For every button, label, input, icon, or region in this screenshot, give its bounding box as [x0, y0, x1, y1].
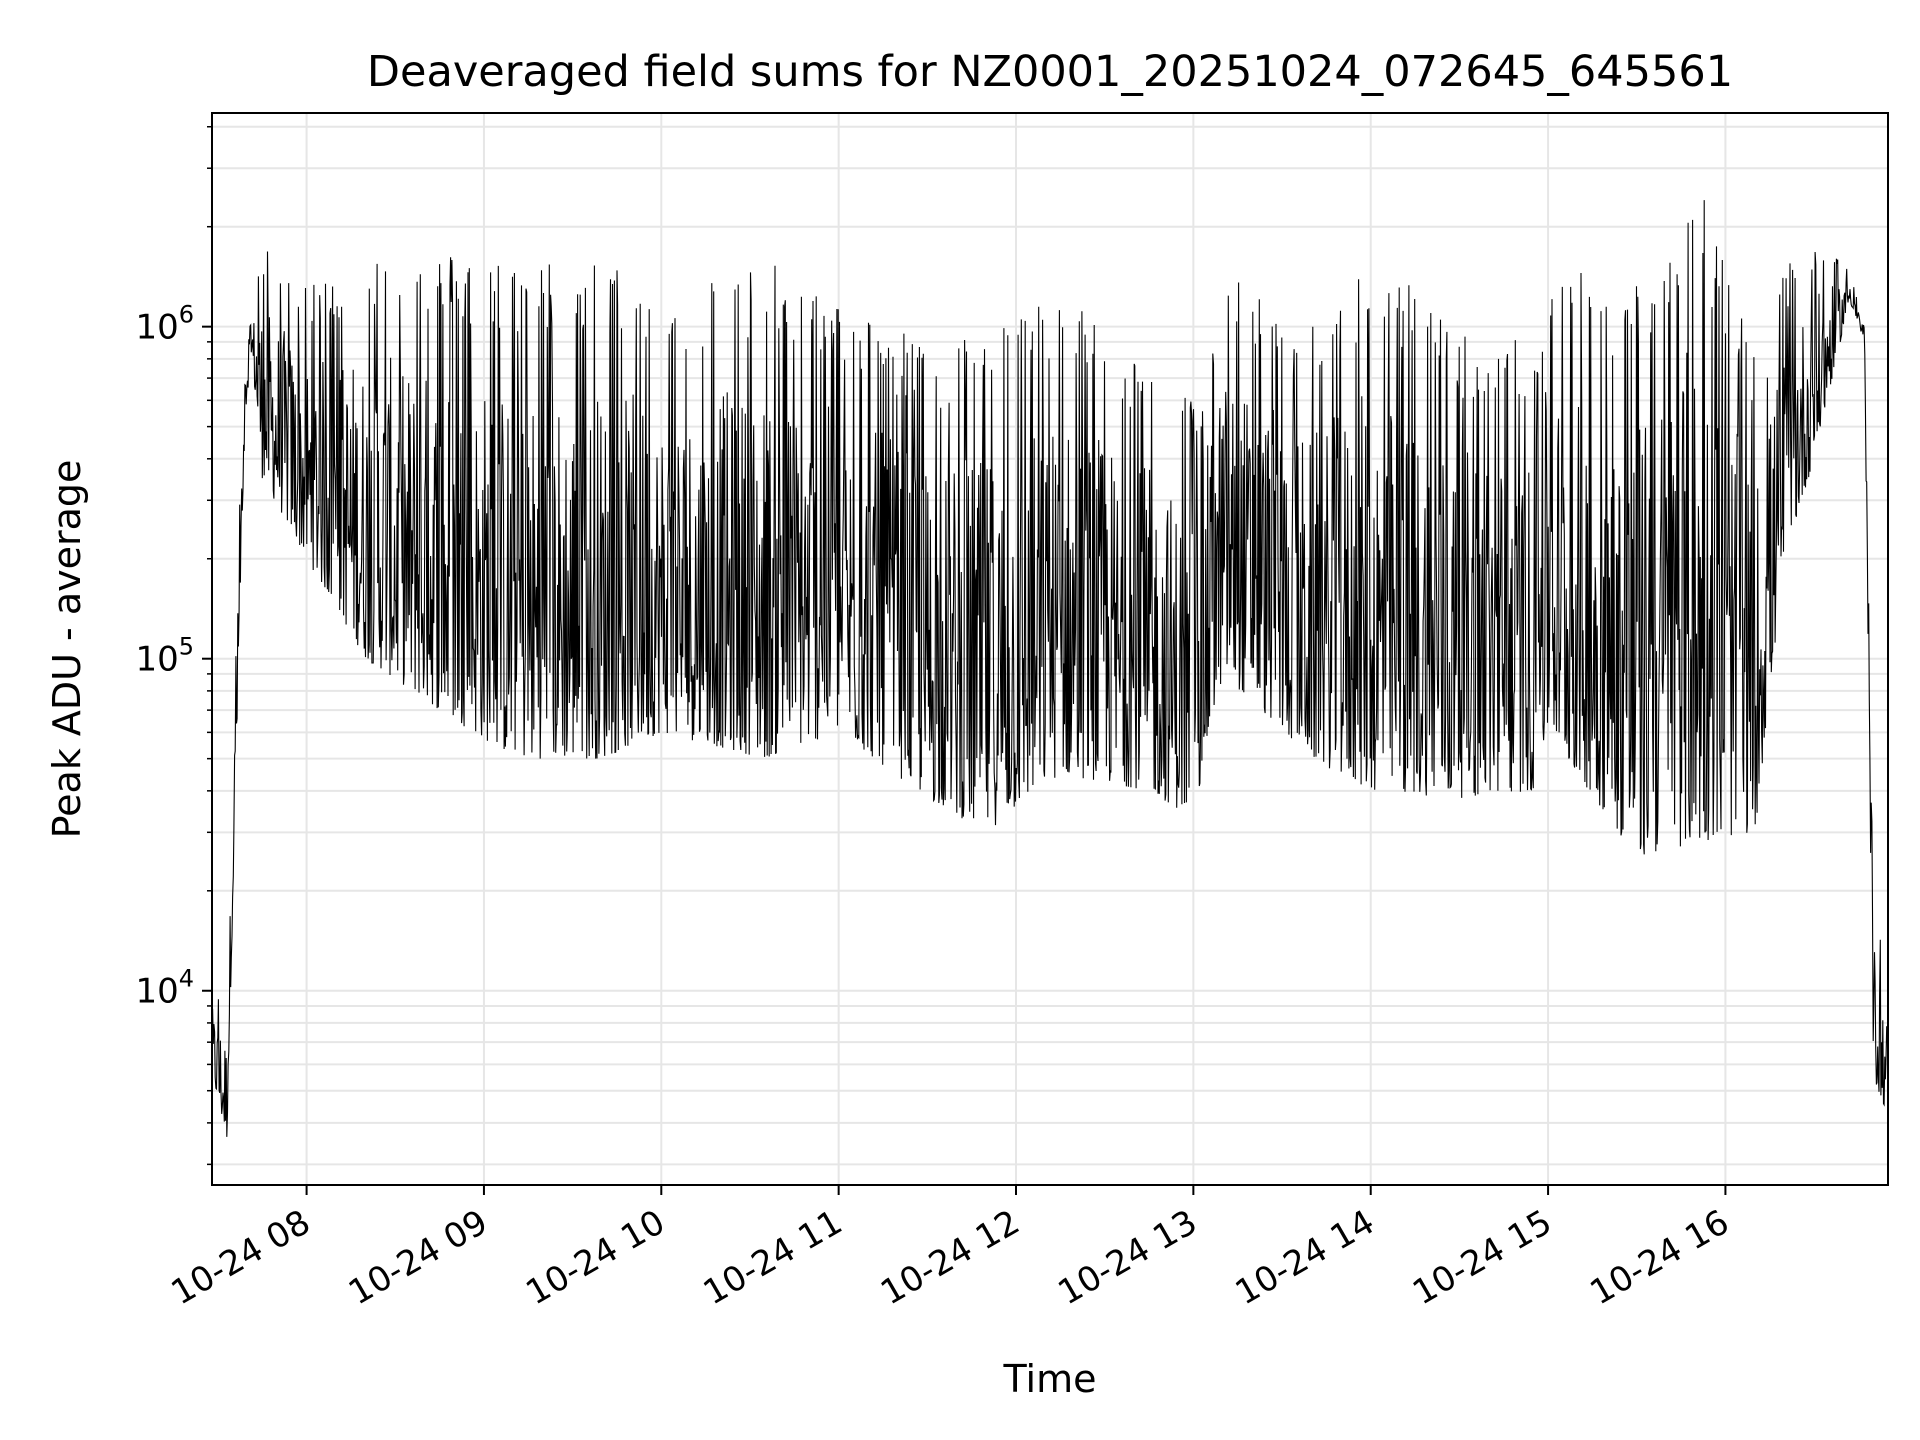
x-axis-label: Time: [1003, 1357, 1097, 1401]
x-tick-label: 10-24 16: [1584, 1202, 1736, 1313]
x-tick-label: 10-24 08: [165, 1202, 317, 1313]
x-tick-label: 10-24 14: [1229, 1202, 1381, 1313]
x-tick-label: 10-24 13: [1051, 1202, 1203, 1313]
series-line: [211, 200, 1889, 1137]
x-tick-label: 10-24 09: [342, 1202, 494, 1313]
y-axis-label: Peak ADU - average: [45, 460, 89, 839]
x-axis: 10-24 08 10-24 09 10-24 10 10-24 11 10-24 12…: [165, 1185, 1736, 1313]
chart-title: Deaveraged field sums for NZ0001_2025102…: [367, 47, 1733, 97]
y-tick-label: 105: [135, 633, 194, 680]
y-tick-label: 106: [135, 301, 194, 348]
y-axis: 104 105 106: [135, 125, 212, 1166]
plot-frame: [211, 112, 1889, 1186]
x-tick-label: 10-24 11: [697, 1202, 849, 1313]
x-tick-label: 10-24 12: [874, 1202, 1026, 1313]
x-tick-label: 10-24 15: [1406, 1202, 1558, 1313]
y-tick-label: 104: [135, 965, 194, 1012]
x-tick-label: 10-24 10: [519, 1202, 671, 1313]
